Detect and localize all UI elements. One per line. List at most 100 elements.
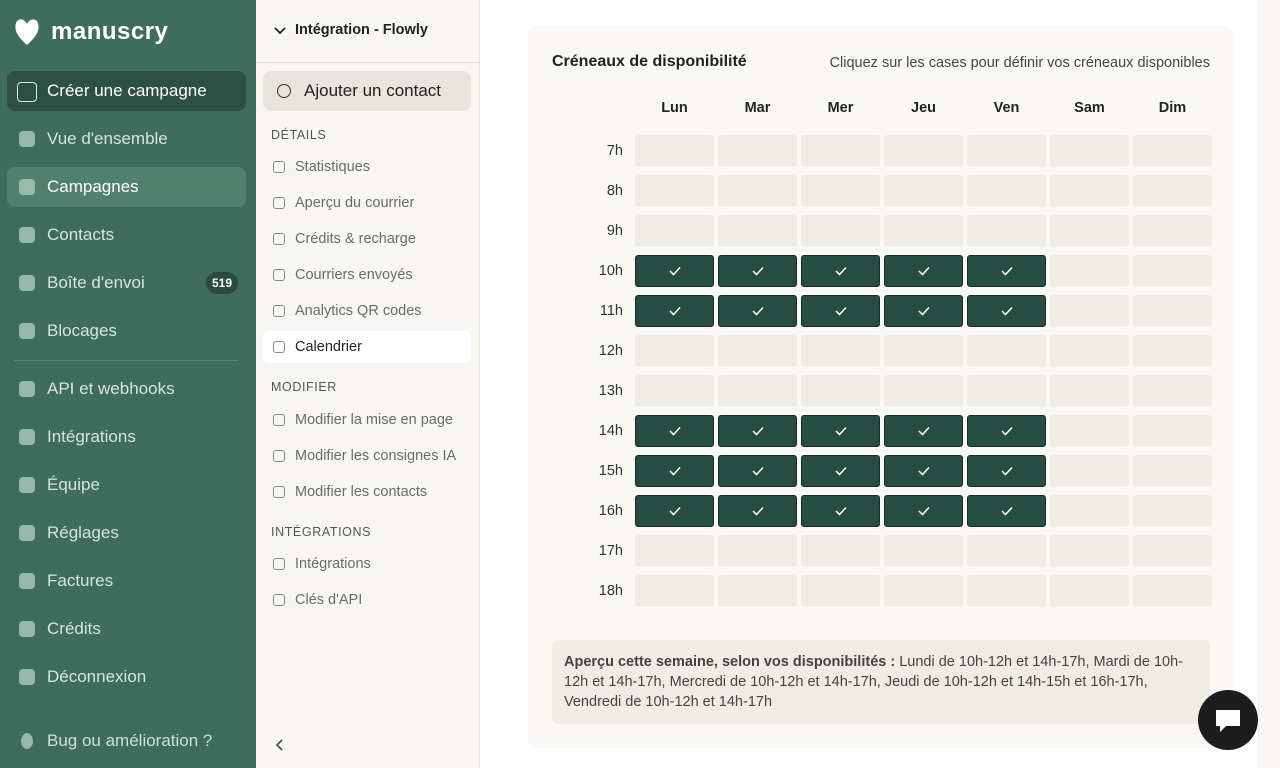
time-slot[interactable] [884, 575, 963, 607]
time-slot[interactable] [967, 415, 1046, 447]
time-slot[interactable] [801, 535, 880, 567]
time-slot[interactable] [1133, 255, 1212, 287]
time-slot[interactable] [884, 255, 963, 287]
time-slot[interactable] [635, 175, 714, 207]
time-slot[interactable] [1133, 335, 1212, 367]
time-slot[interactable] [967, 455, 1046, 487]
time-slot[interactable] [1050, 535, 1129, 567]
time-slot[interactable] [1050, 135, 1129, 167]
chat-button[interactable] [1198, 690, 1258, 750]
time-slot[interactable] [884, 535, 963, 567]
time-slot[interactable] [1050, 255, 1129, 287]
time-slot[interactable] [1133, 415, 1212, 447]
nav-item[interactable]: Équipe [7, 465, 246, 505]
time-slot[interactable] [884, 375, 963, 407]
time-slot[interactable] [635, 255, 714, 287]
time-slot[interactable] [801, 295, 880, 327]
time-slot[interactable] [1050, 575, 1129, 607]
project-title[interactable]: Intégration - Flowly [295, 22, 428, 38]
time-slot[interactable] [801, 255, 880, 287]
time-slot[interactable] [801, 215, 880, 247]
time-slot[interactable] [718, 415, 797, 447]
time-slot[interactable] [635, 135, 714, 167]
nav-item[interactable]: Intégrations [7, 417, 246, 457]
time-slot[interactable] [884, 295, 963, 327]
subnav-item[interactable]: Modifier les contacts [263, 476, 471, 508]
time-slot[interactable] [718, 375, 797, 407]
time-slot[interactable] [635, 455, 714, 487]
create-campaign-button[interactable]: Créer une campagne [7, 71, 246, 111]
subnav-item[interactable]: Calendrier [263, 331, 471, 363]
subnav-item[interactable]: Analytics QR codes [263, 295, 471, 327]
subnav-item[interactable]: Modifier les consignes IA [263, 440, 471, 472]
time-slot[interactable] [1050, 415, 1129, 447]
time-slot[interactable] [801, 175, 880, 207]
time-slot[interactable] [635, 575, 714, 607]
time-slot[interactable] [801, 135, 880, 167]
time-slot[interactable] [884, 335, 963, 367]
time-slot[interactable] [718, 535, 797, 567]
time-slot[interactable] [635, 335, 714, 367]
time-slot[interactable] [1050, 455, 1129, 487]
time-slot[interactable] [635, 415, 714, 447]
time-slot[interactable] [718, 295, 797, 327]
time-slot[interactable] [1050, 335, 1129, 367]
time-slot[interactable] [967, 575, 1046, 607]
subnav-item[interactable]: Statistiques [263, 151, 471, 183]
time-slot[interactable] [801, 335, 880, 367]
nav-item[interactable]: Blocages [7, 311, 246, 351]
time-slot[interactable] [1050, 295, 1129, 327]
time-slot[interactable] [967, 175, 1046, 207]
time-slot[interactable] [1133, 215, 1212, 247]
time-slot[interactable] [718, 255, 797, 287]
time-slot[interactable] [967, 255, 1046, 287]
time-slot[interactable] [635, 535, 714, 567]
time-slot[interactable] [967, 295, 1046, 327]
time-slot[interactable] [1133, 495, 1212, 527]
time-slot[interactable] [635, 495, 714, 527]
time-slot[interactable] [635, 215, 714, 247]
time-slot[interactable] [718, 215, 797, 247]
time-slot[interactable] [1133, 135, 1212, 167]
time-slot[interactable] [884, 175, 963, 207]
time-slot[interactable] [1133, 375, 1212, 407]
time-slot[interactable] [967, 495, 1046, 527]
time-slot[interactable] [967, 135, 1046, 167]
time-slot[interactable] [718, 175, 797, 207]
nav-item[interactable]: Factures [7, 561, 246, 601]
time-slot[interactable] [884, 455, 963, 487]
nav-item[interactable]: Campagnes [7, 167, 246, 207]
nav-item[interactable]: Réglages [7, 513, 246, 553]
time-slot[interactable] [1133, 175, 1212, 207]
time-slot[interactable] [718, 495, 797, 527]
subnav-item[interactable]: Clés d'API [263, 584, 471, 616]
add-contact-button[interactable]: Ajouter un contact [263, 71, 471, 111]
nav-item[interactable]: Boîte d'envoi 519 [7, 263, 246, 303]
time-slot[interactable] [1050, 175, 1129, 207]
time-slot[interactable] [967, 215, 1046, 247]
subnav-item[interactable]: Modifier la mise en page [263, 404, 471, 436]
time-slot[interactable] [1050, 495, 1129, 527]
collapse-icon[interactable] [276, 739, 284, 751]
feedback-link[interactable]: Bug ou amélioration ? [7, 721, 246, 761]
subnav-item[interactable]: Courriers envoyés [263, 259, 471, 291]
nav-item[interactable]: API et webhooks [7, 369, 246, 409]
time-slot[interactable] [718, 135, 797, 167]
time-slot[interactable] [1050, 215, 1129, 247]
time-slot[interactable] [967, 375, 1046, 407]
time-slot[interactable] [801, 375, 880, 407]
subnav-item[interactable]: Aperçu du courrier [263, 187, 471, 219]
nav-item[interactable]: Crédits [7, 609, 246, 649]
time-slot[interactable] [1050, 375, 1129, 407]
subnav-item[interactable]: Intégrations [263, 548, 471, 580]
time-slot[interactable] [635, 375, 714, 407]
time-slot[interactable] [1133, 295, 1212, 327]
time-slot[interactable] [884, 495, 963, 527]
time-slot[interactable] [967, 335, 1046, 367]
time-slot[interactable] [801, 455, 880, 487]
time-slot[interactable] [718, 455, 797, 487]
time-slot[interactable] [801, 495, 880, 527]
nav-item[interactable]: Vue d'ensemble [7, 119, 246, 159]
time-slot[interactable] [1133, 535, 1212, 567]
time-slot[interactable] [635, 295, 714, 327]
